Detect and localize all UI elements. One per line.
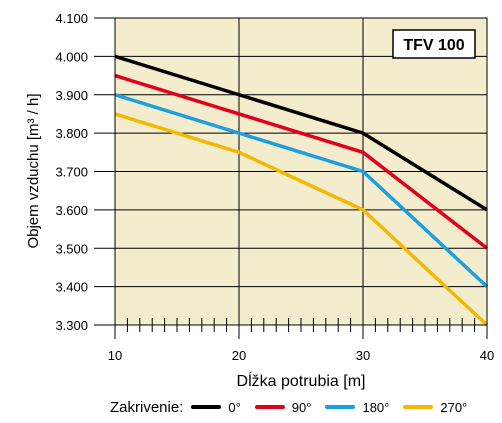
plot-frame [114, 17, 488, 326]
legend-item-0: 0° [191, 399, 241, 415]
y-axis-label: Objem vzduchu [m³ / h] [25, 93, 42, 248]
legend-label-180: 180° [362, 399, 390, 415]
series-line-180deg [114, 93, 489, 288]
legend-swatch-270 [403, 405, 434, 409]
x-tick-label: 10 [108, 348, 122, 363]
y-tick-label: 3.300 [55, 318, 88, 333]
series-line-0deg [114, 54, 488, 212]
chart-title: TFV 100 [403, 37, 464, 54]
series-line-90deg [114, 73, 489, 250]
legend-item-180: 180° [325, 400, 389, 415]
y-tick-label: 4.100 [55, 11, 88, 26]
y-axis-ticks: 3.300 3.400 3.500 3.600 3.700 3.800 3.900 4.000… [55, 11, 115, 333]
series-line-270deg [114, 112, 489, 327]
x-axis-label: Dĺžka potrubia [m] [237, 371, 366, 390]
y-tick-label: 3.400 [55, 280, 88, 295]
x-axis-ticks: 10 20 30 40 [108, 325, 494, 363]
legend-item-90: 90° [254, 399, 312, 415]
y-tick-label: 3.600 [55, 203, 88, 218]
y-tick-label: 4.000 [55, 49, 88, 64]
y-tick-label: 3.500 [55, 241, 88, 256]
legend-title: Zakrivenie: [110, 398, 184, 416]
y-tick-label: 3.700 [55, 165, 88, 180]
legend-swatch-0 [191, 405, 222, 409]
legend: Zakrivenie: 0° 90° 180° 270° [110, 396, 481, 418]
y-tick-label: 3.800 [55, 126, 88, 141]
legend-label-90: 90° [291, 399, 312, 415]
legend-label-270: 270° [440, 399, 468, 415]
series-layer [114, 54, 489, 327]
minor-ticks [126, 318, 476, 332]
legend-item-270: 270° [403, 400, 467, 415]
legend-label-0: 0° [228, 399, 241, 415]
x-tick-label: 40 [480, 348, 494, 363]
legend-swatch-180 [325, 405, 356, 409]
x-tick-label: 30 [356, 348, 370, 363]
y-tick-label: 3.900 [55, 88, 88, 103]
chart-title-box [392, 29, 476, 59]
legend-swatch-90 [254, 405, 285, 409]
x-tick-label: 20 [232, 348, 246, 363]
